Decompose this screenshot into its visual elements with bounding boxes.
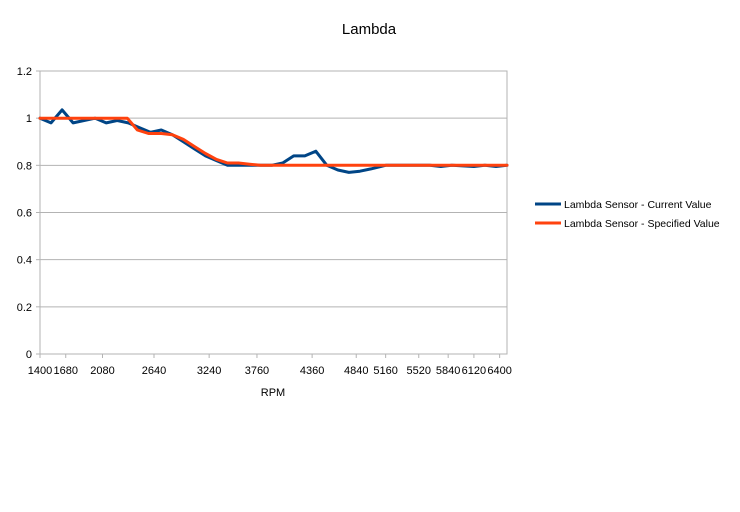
x-tick-label: 5840 (436, 365, 460, 377)
y-tick-label: 1.2 (17, 66, 32, 78)
legend: Lambda Sensor - Current Value Lambda Sens… (535, 199, 720, 230)
chart-title: Lambda (342, 21, 397, 38)
x-tick-label: 5520 (407, 365, 431, 377)
x-tick-label: 5160 (373, 365, 397, 377)
y-tick-label: 1 (26, 113, 32, 125)
y-tick-label: 0.2 (17, 302, 32, 314)
x-tick-label: 4360 (300, 365, 324, 377)
x-tick-label: 6120 (462, 365, 486, 377)
x-tick-label: 3240 (197, 365, 221, 377)
y-tick-label: 0.4 (17, 255, 32, 267)
y-tick-label: 0.8 (17, 160, 32, 172)
legend-label: Lambda Sensor - Current Value (564, 199, 712, 211)
x-axis-label: RPM (261, 387, 285, 399)
x-tick-label: 1680 (53, 365, 77, 377)
series-lines (38, 108, 509, 174)
x-tick-label: 3760 (245, 365, 269, 377)
x-tick-label: 4840 (344, 365, 368, 377)
y-tick-label: 0.6 (17, 208, 32, 220)
y-axis-tick-labels: 0 0.2 0.4 0.6 0.8 1 1.2 (17, 66, 32, 361)
x-tick-label: 6400 (487, 365, 511, 377)
y-tick-label: 0 (26, 349, 32, 361)
x-tick-label: 2080 (90, 365, 114, 377)
series-line-specified-value (38, 116, 509, 167)
legend-label: Lambda Sensor - Specified Value (564, 218, 720, 230)
y-gridlines (36, 70, 507, 355)
x-axis-tick-labels: 1400 1680 2080 2640 3240 3760 4360 4840 5160 5520… (28, 354, 512, 377)
x-tick-label: 2640 (142, 365, 166, 377)
x-tick-label: 1400 (28, 365, 52, 377)
plot-area-frame (39, 70, 508, 355)
